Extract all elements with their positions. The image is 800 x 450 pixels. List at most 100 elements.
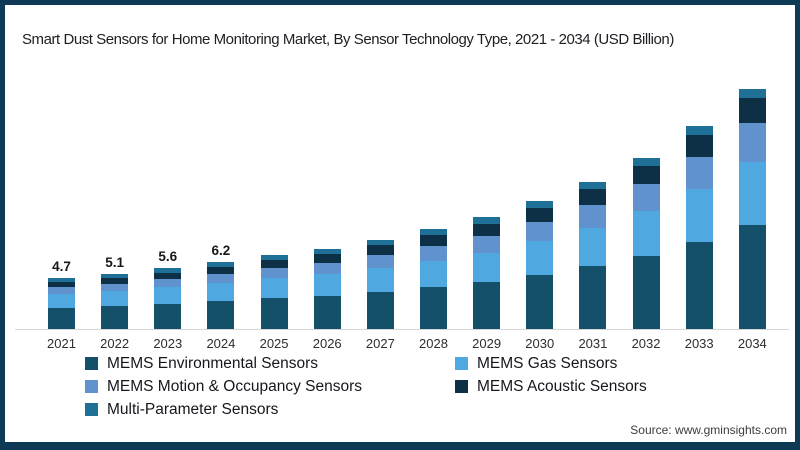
bar-segment [366, 292, 394, 329]
bar-segment [419, 235, 447, 247]
bar-segment [419, 246, 447, 261]
bar-group-2025 [248, 255, 301, 329]
bar-segment [419, 260, 447, 288]
bar-segment [260, 255, 288, 261]
bar-segment [738, 161, 766, 225]
bar-segment [313, 254, 341, 263]
stacked-bar-2033 [685, 126, 713, 329]
bar-group-2026 [301, 248, 354, 329]
legend-label: MEMS Gas Sensors [477, 354, 618, 372]
x-tick-label: 2031 [578, 336, 608, 351]
bar-segment [632, 165, 660, 185]
stacked-bar-2024 [207, 261, 235, 329]
bar-group-2034 [726, 89, 779, 329]
bar-segment [260, 267, 288, 279]
bar-segment [48, 293, 75, 308]
bar-segment [738, 224, 766, 329]
bar-segment [473, 235, 501, 253]
bar-segment [738, 89, 766, 98]
x-tick-label: 2029 [472, 336, 502, 351]
bar-segment [366, 240, 394, 246]
bar-segment [48, 281, 75, 288]
bar-segment [207, 301, 235, 329]
bar-segment [685, 156, 713, 190]
stacked-bar-2023 [154, 268, 182, 329]
bar-total-label: 6.2 [211, 242, 231, 258]
bar-segment [738, 97, 766, 123]
x-tick-label: 2022 [100, 336, 130, 351]
stacked-bar-2034 [738, 89, 766, 329]
x-axis-labels: 2021 2022 2023 2024 2025 2026 2027 2028 2029 2030… [35, 336, 779, 351]
bar-segment [313, 274, 341, 296]
bar-segment [101, 283, 129, 292]
bar-group-2033 [673, 126, 726, 329]
bar-segment [685, 126, 713, 135]
bar-segment [579, 204, 607, 228]
legend-label: Multi-Parameter Sensors [107, 400, 279, 418]
x-tick-label: 2024 [206, 336, 236, 351]
bar-segment [419, 287, 447, 329]
legend-item: MEMS Motion & Occupancy Sensors [85, 378, 455, 395]
bar-segment [526, 221, 554, 242]
x-tick-label: 2023 [153, 336, 183, 351]
legend-swatch-icon [85, 380, 98, 393]
legend-label: MEMS Environmental Sensors [107, 354, 319, 372]
bar-segment [154, 272, 182, 280]
legend-swatch-icon [455, 380, 468, 393]
bar-segment [579, 189, 607, 205]
bar-group-2030 [513, 200, 566, 329]
bar-segment [260, 298, 288, 329]
bar-segment [579, 181, 607, 190]
legend-item: MEMS Acoustic Sensors [455, 378, 647, 395]
bar-segment [526, 208, 554, 222]
bar-segment [632, 157, 660, 166]
bar-group-2022: 5.1 [88, 255, 141, 329]
x-tick-label: 2025 [259, 336, 289, 351]
bar-segment [685, 189, 713, 243]
legend: MEMS Environmental Sensors MEMS Gas Senso… [85, 355, 647, 418]
bar-total-label: 4.7 [52, 259, 71, 275]
bar-segment [154, 287, 182, 304]
legend-swatch-icon [455, 357, 468, 370]
x-tick-label: 2033 [684, 336, 714, 351]
legend-swatch-icon [85, 403, 98, 416]
bar-segment [207, 261, 235, 267]
x-tick-label: 2027 [365, 336, 395, 351]
bar-segment [366, 255, 394, 269]
bar-segment [738, 122, 766, 162]
bar-segment [260, 260, 288, 268]
bar-segment [685, 242, 713, 329]
stacked-bar-2029 [473, 217, 501, 329]
stacked-bar-2030 [526, 200, 554, 329]
bar-segment [154, 279, 182, 288]
x-tick-label: 2032 [631, 336, 661, 351]
bars: 4.7 5.1 5.6 6.2 [35, 5, 779, 329]
bar-segment [526, 200, 554, 209]
bar-segment [473, 252, 501, 283]
legend-item: MEMS Environmental Sensors [85, 355, 455, 372]
bar-segment [632, 184, 660, 212]
chart-title: Smart Dust Sensors for Home Monitoring M… [22, 31, 674, 48]
bar-total-label: 5.6 [158, 249, 178, 265]
bar-segment [101, 277, 129, 284]
bar-group-2024: 6.2 [194, 243, 247, 329]
bar-group-2023: 5.6 [141, 249, 194, 329]
bar-segment [579, 227, 607, 267]
bar-segment [526, 274, 554, 329]
bar-segment [473, 217, 501, 224]
bar-segment [48, 278, 75, 282]
bar-segment [366, 245, 394, 256]
stacked-bar-2021 [48, 278, 75, 329]
legend-label: MEMS Motion & Occupancy Sensors [107, 377, 362, 395]
bar-segment [313, 248, 341, 255]
source-credit: Source: www.gminsights.com [630, 423, 787, 437]
stacked-bar-2026 [313, 248, 341, 329]
stacked-bar-2031 [579, 181, 607, 329]
x-tick-label: 2030 [525, 336, 555, 351]
plot-area: 4.7 5.1 5.6 6.2 2021 2022 2023 2024 2025 2026 202… [35, 5, 779, 351]
bar-segment [260, 278, 288, 299]
x-tick-label: 2034 [737, 336, 767, 351]
bar-group-2029 [460, 217, 513, 329]
bar-segment [207, 266, 235, 274]
